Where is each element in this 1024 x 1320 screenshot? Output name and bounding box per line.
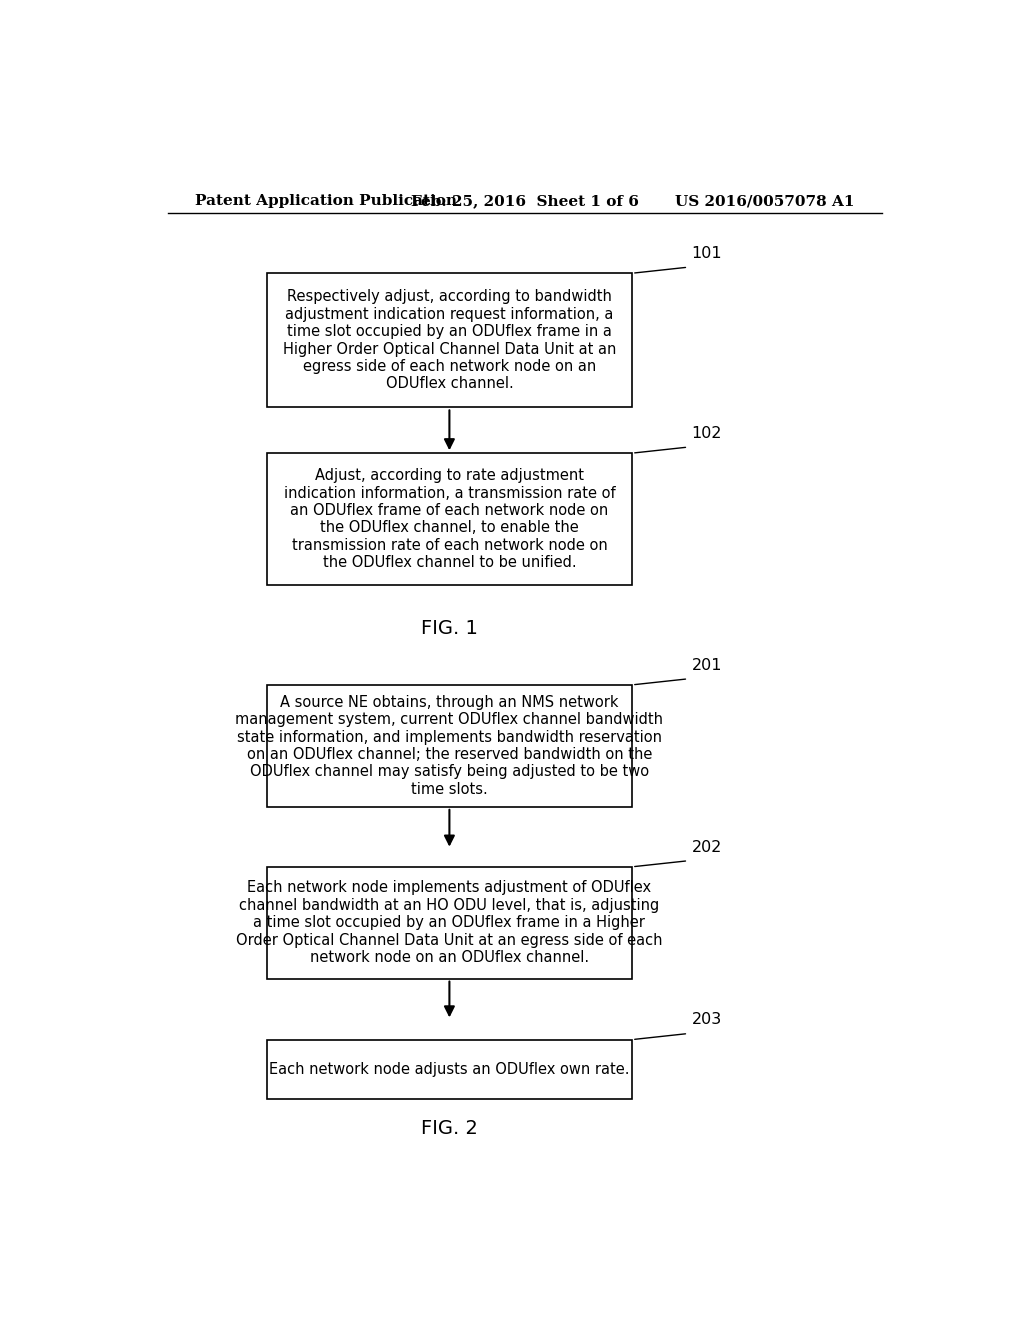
Text: FIG. 1: FIG. 1: [421, 619, 478, 639]
Text: 203: 203: [691, 1012, 722, 1027]
Text: A source NE obtains, through an NMS network
management system, current ODUflex c: A source NE obtains, through an NMS netw…: [236, 694, 664, 797]
FancyBboxPatch shape: [267, 453, 632, 585]
Text: 201: 201: [691, 657, 722, 673]
Text: Adjust, according to rate adjustment
indication information, a transmission rate: Adjust, according to rate adjustment ind…: [284, 469, 615, 570]
Text: Each network node implements adjustment of ODUflex
channel bandwidth at an HO OD: Each network node implements adjustment …: [237, 880, 663, 965]
Text: US 2016/0057078 A1: US 2016/0057078 A1: [675, 194, 854, 209]
Text: Each network node adjusts an ODUflex own rate.: Each network node adjusts an ODUflex own…: [269, 1061, 630, 1077]
FancyBboxPatch shape: [267, 1040, 632, 1098]
FancyBboxPatch shape: [267, 273, 632, 408]
Text: Respectively adjust, according to bandwidth
adjustment indication request inform: Respectively adjust, according to bandwi…: [283, 289, 616, 391]
Text: Patent Application Publication: Patent Application Publication: [196, 194, 458, 209]
Text: 101: 101: [691, 246, 722, 261]
FancyBboxPatch shape: [267, 867, 632, 978]
Text: 102: 102: [691, 426, 722, 441]
FancyBboxPatch shape: [267, 685, 632, 807]
Text: FIG. 2: FIG. 2: [421, 1118, 478, 1138]
Text: 202: 202: [691, 840, 722, 854]
Text: Feb. 25, 2016  Sheet 1 of 6: Feb. 25, 2016 Sheet 1 of 6: [411, 194, 639, 209]
